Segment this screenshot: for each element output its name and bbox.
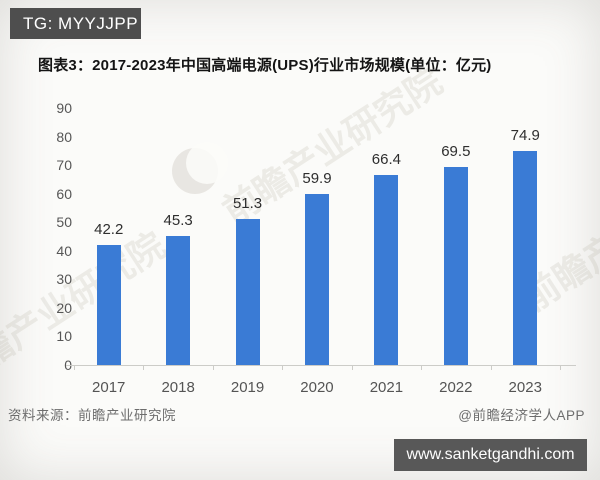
- x-axis-label: 2017: [92, 379, 126, 396]
- y-axis-tick-label: 30: [56, 271, 72, 288]
- x-axis-label: 2019: [230, 379, 265, 396]
- bar-group: 51.3 2019: [213, 108, 282, 397]
- bar: [374, 175, 399, 365]
- x-axis-tick: [560, 366, 561, 370]
- plot-area: 42.2 2017 45.3 2018 51.3 2019 59.9 2020 66.4 2021…: [74, 108, 560, 397]
- x-axis-line: [66, 365, 576, 370]
- bar-group: 66.4 2021: [352, 108, 421, 396]
- y-axis-tick-label: 80: [56, 128, 72, 145]
- x-axis-tick: [212, 366, 214, 370]
- bar: [166, 235, 191, 365]
- y-axis-tick-label: 60: [56, 185, 72, 202]
- credit-note: @前瞻经济学人APP: [458, 408, 585, 423]
- bar-value-label: 51.3: [232, 194, 263, 212]
- bar: [513, 151, 538, 365]
- x-axis-tick: [351, 366, 353, 370]
- bar-group: 42.2 2017: [74, 108, 143, 397]
- x-axis-label: 2020: [300, 379, 334, 396]
- chart-title: 图表3：2017-2023年中国高端电源(UPS)行业市场规模(单位：亿元): [38, 57, 492, 74]
- x-axis-tick: [421, 366, 423, 370]
- y-axis: 0102030405060708090: [28, 100, 74, 373]
- source-note: 资料来源：前瞻产业研究院: [8, 408, 176, 423]
- x-axis-tick: [282, 366, 284, 370]
- bar-value-label: 69.5: [441, 142, 471, 160]
- x-axis-tick: [143, 366, 145, 370]
- bar: [235, 218, 260, 365]
- x-axis-label: 2021: [369, 379, 404, 396]
- bar-group: 69.5 2022: [421, 108, 490, 397]
- x-axis-tick: [490, 366, 492, 370]
- y-axis-tick-label: 90: [56, 100, 72, 116]
- bar-value-label: 74.9: [510, 127, 540, 145]
- y-axis-tick-label: 70: [56, 157, 72, 174]
- website-badge: www.sanketgandhi.com: [394, 439, 587, 471]
- bar-value-label: 66.4: [371, 151, 401, 169]
- bar-value-label: 42.2: [94, 220, 124, 238]
- x-axis-label: 2023: [508, 379, 542, 396]
- y-axis-tick-label: 50: [56, 214, 72, 231]
- bar-group: 74.9 2023: [491, 108, 560, 396]
- x-axis-label: 2022: [439, 379, 473, 396]
- bar-group: 59.9 2020: [282, 108, 351, 396]
- bar: [96, 244, 121, 365]
- tg-channel-badge: TG: MYYJJPP: [10, 8, 141, 39]
- bar-value-label: 59.9: [302, 170, 332, 187]
- bar-value-label: 45.3: [163, 211, 193, 229]
- x-axis-tick: [74, 366, 75, 370]
- y-axis-tick-label: 40: [56, 242, 72, 259]
- bar: [304, 194, 329, 365]
- bar-group: 45.3 2018: [143, 108, 212, 396]
- x-axis-label: 2018: [161, 379, 195, 396]
- y-axis-tick-label: 20: [56, 299, 72, 316]
- bar: [443, 166, 468, 365]
- y-axis-tick-label: 10: [56, 328, 72, 345]
